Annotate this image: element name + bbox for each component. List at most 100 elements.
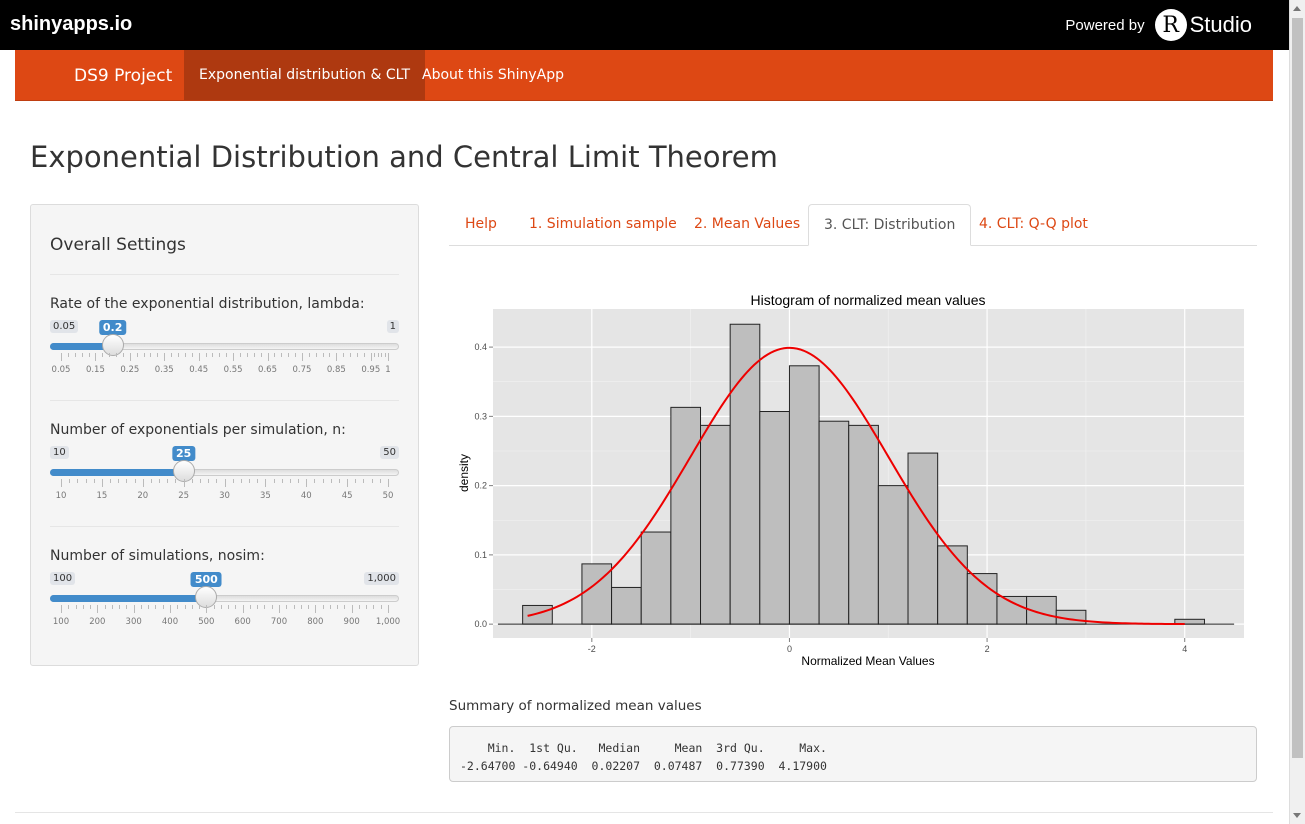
histogram-bar: [877, 485, 909, 625]
slider-minor-tick: [136, 353, 138, 357]
slider-tick: [133, 605, 135, 613]
slider-minor-tick: [358, 605, 360, 609]
slider-minor-tick: [371, 479, 373, 483]
slider-minor-tick: [199, 605, 201, 609]
scroll-up-arrow-icon[interactable]: [1293, 6, 1301, 11]
histogram-chart: Histogram of normalized mean values -2 0 2…: [457, 292, 1244, 668]
slider-minor-tick: [239, 353, 241, 357]
tab-clt-qq-plot[interactable]: 4. CLT: Q-Q plot: [979, 216, 1088, 232]
slider-value-badge: 500: [190, 572, 222, 587]
slider-tick: [242, 605, 244, 613]
nosim-slider[interactable]: 100 1,000 500 100 200 300 400 500 600 700 800 900 1,…: [50, 572, 401, 642]
lambda-slider[interactable]: 0.05 1 0.2 0.05 0.15 0.25 0.35 0.45 0.55 0.65 0.75…: [50, 320, 399, 390]
slider-tick-label: 100: [52, 617, 70, 627]
slider-tick-label: 10: [55, 491, 67, 501]
tab-help[interactable]: Help: [465, 216, 497, 232]
slider-tick-label: 800: [307, 617, 324, 627]
slider-tick-label: 25: [178, 491, 190, 501]
slider-minor-tick: [240, 479, 242, 483]
slider-tick-label: 0.55: [223, 365, 243, 375]
slider-tick: [279, 605, 280, 613]
slider-tick-label: 50: [382, 491, 394, 501]
slider-minor-tick: [93, 479, 95, 483]
slider-tick-label: 0.35: [154, 365, 174, 375]
slider-minor-tick: [366, 605, 368, 609]
histogram-bar: [848, 424, 879, 625]
slider-minor-tick: [337, 605, 339, 609]
scrollbar-thumb[interactable]: [1292, 18, 1303, 758]
lambda-label: Rate of the exponential distribution, la…: [50, 296, 365, 312]
slider-minor-tick: [338, 479, 340, 483]
slider-minor-tick: [330, 479, 332, 483]
slider-minor-tick: [81, 353, 83, 357]
nav-exponential-clt[interactable]: Exponential distribution & CLT: [184, 50, 426, 100]
navbar-brand[interactable]: DS9 Project: [74, 66, 173, 86]
slider-minor-tick: [216, 479, 218, 483]
slider-minor-tick: [235, 605, 237, 609]
slider-minor-tick: [308, 605, 310, 609]
slider-minor-tick: [260, 353, 262, 357]
slider-tick: [142, 479, 144, 487]
slider-minor-tick: [118, 479, 120, 483]
slider-fill: [50, 469, 184, 476]
slider-minor-tick: [184, 353, 186, 357]
slider-minor-tick: [288, 353, 290, 357]
tab-simulation-sample[interactable]: 1. Simulation sample: [529, 216, 677, 232]
histogram-bar: [700, 424, 731, 625]
slider-minor-tick: [75, 605, 77, 609]
slider-ticks: 10 15 20 25 30 35 40 45 50: [50, 479, 399, 501]
slider-minor-tick: [374, 353, 376, 357]
slider-fill: [50, 595, 207, 602]
vertical-scrollbar[interactable]: [1289, 0, 1305, 824]
slider-minor-tick: [298, 479, 300, 483]
slider-tick-label: 0.25: [120, 365, 140, 375]
slider-minor-tick: [69, 479, 71, 483]
slider-minor-tick: [109, 353, 111, 357]
slider-minor-tick: [381, 353, 383, 357]
histogram-bar: [729, 323, 761, 625]
app-navbar: DS9 Project Exponential distribution & C…: [15, 50, 1273, 101]
powered-by-rstudio[interactable]: Powered by R Studio: [1065, 8, 1252, 42]
slider-minor-tick: [140, 605, 142, 609]
slider-minor-tick: [126, 605, 128, 609]
slider-tick-label: 0.05: [51, 365, 71, 375]
histogram-bar: [966, 573, 998, 625]
slider-minor-tick: [264, 605, 266, 609]
histogram-bar: [611, 586, 642, 625]
slider-minor-tick: [85, 479, 87, 483]
slider-tick-label: 200: [89, 617, 106, 627]
scroll-down-arrow-icon[interactable]: [1293, 813, 1301, 818]
summary-header-line: Min. 1st Qu. Median Mean 3rd Qu. Max.: [460, 741, 834, 755]
tab-mean-values[interactable]: 2. Mean Values: [694, 216, 801, 232]
slider-tick: [129, 353, 131, 361]
slider-minor-tick: [249, 605, 251, 609]
slider-tick-label: 0.65: [258, 365, 277, 375]
slider-value-badge: 25: [171, 446, 196, 461]
shinyapps-logo[interactable]: shinyapps.io: [10, 13, 133, 35]
slider-tick-label: 30: [219, 491, 230, 501]
slider-tick: [198, 353, 200, 361]
slider-tick: [224, 479, 226, 487]
summary-values-line: -2.64700 -0.64940 0.02207 0.07487 0.7739…: [460, 759, 834, 773]
y-tick-label: 0.0: [474, 619, 487, 629]
slider-minor-tick: [126, 479, 128, 483]
slider-tick: [95, 353, 97, 361]
slider-tick-label: 1,000: [375, 617, 401, 627]
x-tick-label: 2: [985, 644, 990, 654]
slider-minor-tick: [102, 353, 104, 357]
slider-minor-tick: [74, 353, 76, 357]
slider-tick: [388, 479, 389, 487]
slider-handle[interactable]: [101, 334, 124, 356]
page-title: Exponential Distribution and Central Lim…: [30, 140, 778, 174]
slider-tick: [306, 479, 308, 487]
slider-tick: [233, 353, 235, 361]
slider-tick: [267, 353, 269, 361]
n-slider[interactable]: 10 50 25 10 15 20 25 30 35 40 45 50: [50, 446, 399, 516]
summary-output: Min. 1st Qu. Median Mean 3rd Qu. Max. -2…: [449, 726, 1257, 782]
summary-label: Summary of normalized mean values: [449, 698, 702, 714]
nav-about[interactable]: About this ShinyApp: [422, 67, 564, 83]
tab-clt-distribution[interactable]: 3. CLT: Distribution: [808, 204, 972, 246]
slider-tick-label: 20: [137, 491, 149, 501]
slider-tick: [388, 353, 389, 361]
slider-minor-tick: [357, 353, 359, 357]
